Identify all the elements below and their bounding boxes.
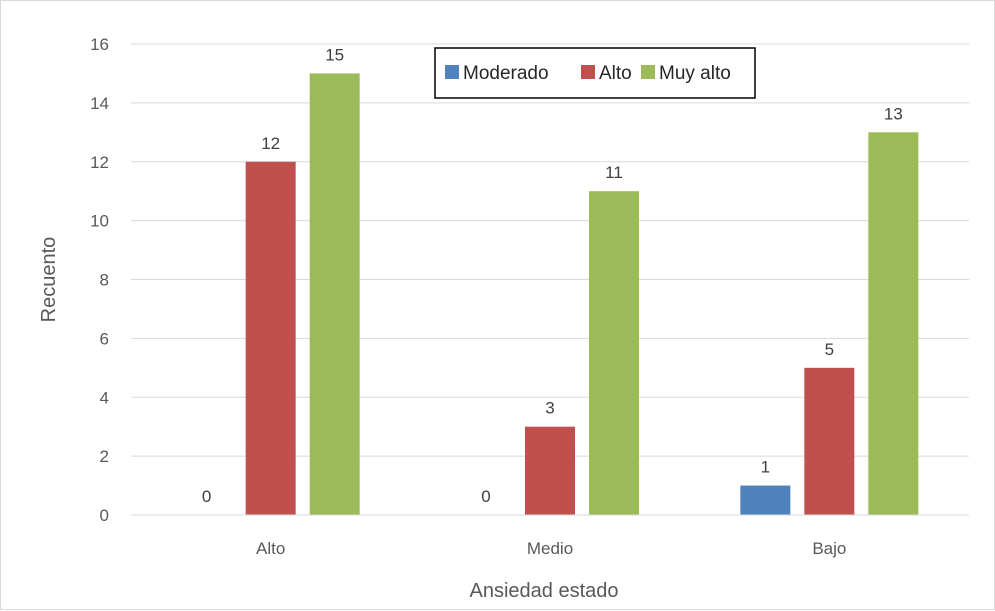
y-axis-tick-labels: 0 2 4 6 8 10 12 14 16: [90, 35, 109, 525]
data-label: 15: [325, 45, 344, 64]
bar-bajo-moderado: [740, 485, 791, 515]
data-label: 5: [825, 340, 834, 359]
y-axis-title: Recuento: [38, 237, 60, 323]
data-label: 12: [261, 134, 280, 153]
y-tick-label: 2: [100, 447, 109, 466]
data-label: 1: [761, 458, 770, 477]
y-tick-label: 4: [100, 388, 109, 407]
y-tick-label: 0: [100, 506, 109, 525]
data-label: 11: [605, 163, 623, 182]
bars: [245, 73, 919, 515]
y-tick-label: 8: [100, 271, 109, 290]
x-axis-tick-labels: Alto Medio Bajo: [256, 539, 846, 558]
y-tick-label: 12: [90, 153, 109, 172]
legend-swatch-moderado: [445, 65, 459, 79]
y-tick-label: 6: [100, 329, 109, 348]
data-label: 0: [202, 487, 211, 506]
data-label: 0: [481, 487, 490, 506]
y-tick-label: 14: [90, 94, 109, 113]
x-tick-label: Alto: [256, 539, 285, 558]
bar-medio-alto: [525, 426, 575, 515]
legend-swatch-muy-alto: [641, 65, 655, 79]
bar-bajo-alto: [804, 367, 855, 515]
bar-alto-alto: [245, 161, 296, 515]
legend-items: Moderado Alto Muy alto: [445, 63, 731, 84]
legend-label: Moderado: [463, 63, 549, 84]
legend-label: Alto: [599, 63, 632, 84]
data-label: 3: [545, 399, 554, 418]
y-tick-label: 10: [90, 212, 109, 231]
x-axis-title: Ansiedad estado: [469, 580, 618, 602]
legend: Moderado Alto Muy alto: [434, 47, 756, 99]
legend-label: Muy alto: [659, 63, 731, 84]
bar-alto-muy-alto: [309, 73, 360, 515]
data-label: 13: [884, 104, 903, 123]
bar-bajo-muy-alto: [868, 132, 919, 515]
y-tick-label: 16: [90, 35, 109, 54]
x-tick-label: Bajo: [812, 539, 846, 558]
legend-swatch-alto: [581, 65, 595, 79]
bar-medio-muy-alto: [589, 191, 639, 515]
x-tick-label: Medio: [527, 539, 573, 558]
